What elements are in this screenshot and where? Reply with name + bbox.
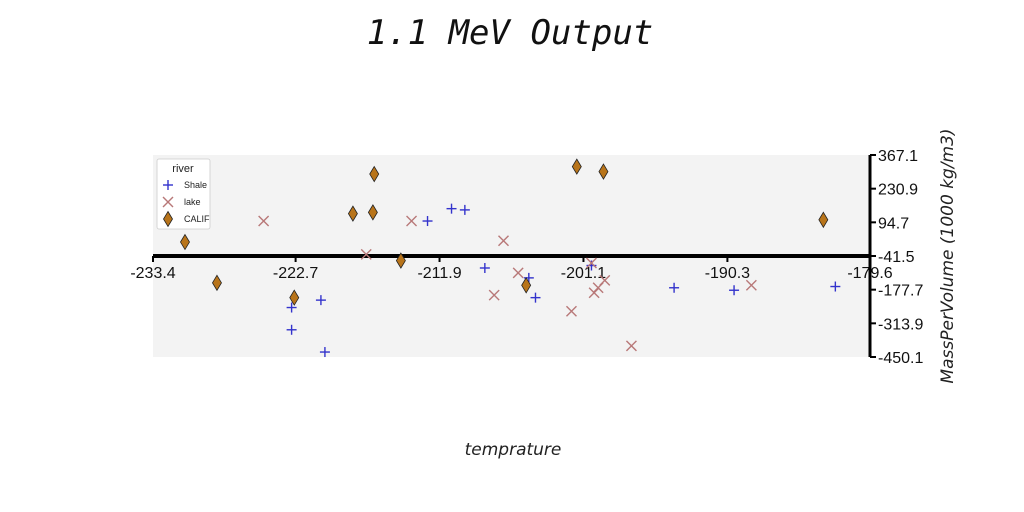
x-axis-label: temprature [465, 440, 562, 460]
point-lake [498, 235, 509, 247]
y-tick-label: -450.1 [878, 350, 923, 367]
legend-marker-calif [163, 210, 173, 228]
point-lake [745, 279, 757, 291]
point-lake [585, 257, 597, 269]
point-shale [319, 347, 330, 358]
point-calif [395, 252, 406, 269]
point-lake [258, 215, 270, 227]
point-calif [521, 277, 532, 294]
point-lake [625, 340, 637, 352]
y-tick-label: -313.9 [878, 316, 923, 333]
x-tick-label: -222.7 [273, 265, 318, 282]
point-lake [599, 274, 611, 286]
legend-label-lake: lake [184, 197, 201, 207]
point-shale [530, 292, 541, 303]
point-shale [729, 285, 740, 296]
legend-label-calif: CALIF [184, 214, 210, 224]
point-calif [347, 205, 358, 222]
point-shale [446, 203, 457, 214]
point-shale [286, 302, 297, 313]
y-axis-label: MassPerVolume (1000 kg/m3) [938, 128, 958, 383]
point-lake [406, 215, 418, 227]
chart-title: 1.1 MeV Output [367, 13, 654, 53]
y-tick-label: 94.7 [878, 215, 909, 232]
y-tick-label: -41.5 [878, 249, 915, 266]
point-shale [422, 216, 433, 227]
x-tick-label: -190.3 [705, 265, 750, 282]
legend-marker-shale [163, 180, 173, 190]
x-tick-label: -211.9 [417, 265, 461, 282]
y-tick-label: 230.9 [878, 182, 918, 199]
point-lake [512, 267, 524, 279]
data-points [180, 158, 841, 358]
point-calif [367, 204, 378, 221]
point-lake [360, 248, 372, 260]
point-shale [479, 262, 490, 273]
point-shale [286, 324, 297, 335]
legend-box [156, 158, 211, 230]
point-calif [598, 163, 609, 180]
y-tick-label: -177.7 [878, 283, 923, 300]
point-shale [523, 272, 534, 283]
point-shale [315, 295, 326, 306]
point-lake [565, 305, 577, 317]
point-calif [212, 274, 222, 292]
y-tick-label: 367.1 [878, 148, 918, 165]
legend-marker-lake [162, 196, 174, 208]
point-shale [669, 282, 680, 293]
point-calif [289, 289, 300, 306]
x-tick-label: -201.1 [561, 265, 606, 282]
point-calif [180, 233, 190, 251]
legend: river Shale lake CALIF [156, 158, 211, 230]
point-shale [459, 204, 470, 215]
point-calif [818, 211, 829, 229]
point-lake [488, 289, 500, 301]
point-calif [571, 158, 582, 175]
legend-title: river [172, 163, 194, 175]
point-shale [830, 281, 841, 292]
legend-label-shale: Shale [184, 180, 207, 190]
point-calif [369, 165, 380, 183]
x-tick-label: -233.4 [130, 265, 175, 282]
